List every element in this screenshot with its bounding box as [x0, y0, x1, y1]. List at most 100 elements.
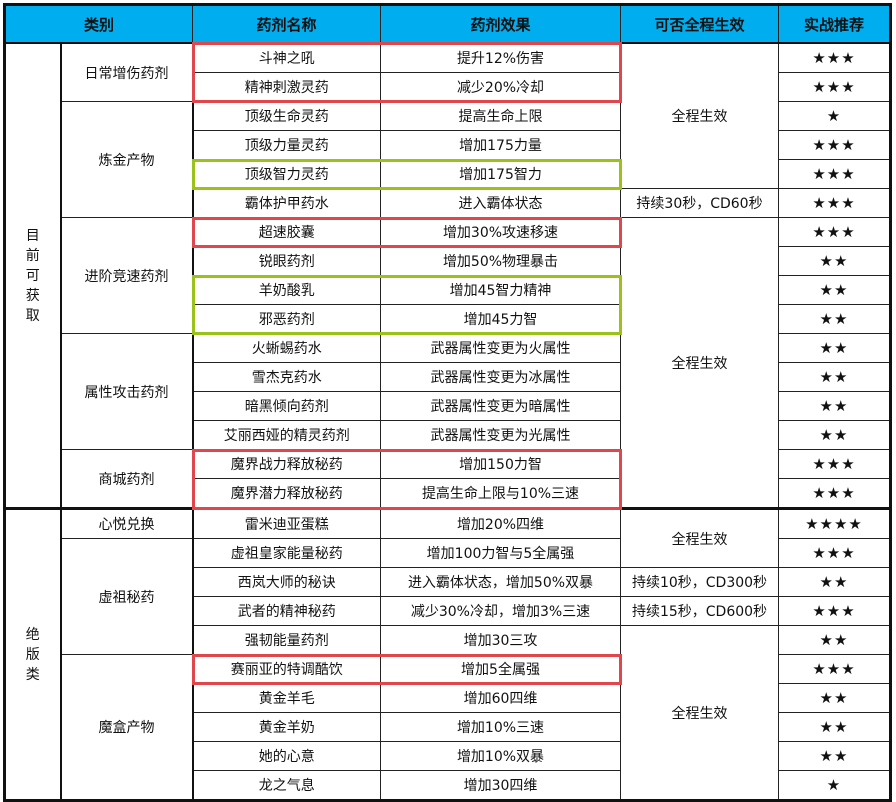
- category-cell: 心悦兑换: [60, 507, 194, 539]
- category-cell: 日常增伤药剂: [60, 42, 194, 102]
- rating-stars: ★★★: [778, 478, 891, 509]
- duration-cell: 持续15秒，CD600秒: [620, 596, 779, 626]
- rating-stars: ★★: [778, 741, 891, 771]
- rating-stars: ★★: [778, 275, 891, 305]
- table-row: 精神刺激灵药 减少20%冷却 ★★★: [5, 72, 891, 102]
- header-duration: 可否全程生效: [620, 4, 779, 44]
- potion-name: 羊奶酸乳: [192, 275, 381, 305]
- potion-name: 虚祖皇家能量秘药: [192, 538, 381, 568]
- table-row: 魔盒产物 赛丽亚的特调酷饮 增加5全属强 ★★★: [5, 654, 891, 801]
- potion-name: 暗黑倾向药剂: [192, 391, 381, 421]
- potion-effect: 提高生命上限: [380, 101, 621, 131]
- table-row: 绝版类 心悦兑换 雷米迪亚蛋糕 增加20%四维 全程生效 ★★★★: [4, 507, 891, 801]
- potion-effect: 武器属性变更为冰属性: [380, 362, 621, 392]
- potion-effect: 增加150力智: [380, 449, 621, 479]
- potion-effect: 增加175力量: [380, 130, 621, 160]
- group-cell: 绝版类: [4, 507, 62, 801]
- potion-name: 龙之气息: [192, 770, 381, 801]
- potion-name: 她的心意: [192, 741, 381, 771]
- potion-effect: 增加10%三速: [380, 712, 621, 742]
- rating-stars: ★★: [778, 304, 891, 334]
- potion-name: 雪杰克药水: [192, 362, 381, 392]
- table-row: 羊奶酸乳 增加45智力精神 ★★: [5, 275, 891, 305]
- table-row: 虚祖秘药 虚祖皇家能量秘药 增加100力智与5全属强 ★★★: [5, 538, 891, 655]
- table-row: 西岚大师的秘诀 进入霸体状态，增加50%双暴 持续10秒，CD300秒 ★★: [5, 567, 891, 597]
- potion-name: 精神刺激灵药: [192, 72, 381, 102]
- rating-stars: ★★: [778, 420, 891, 450]
- potion-name: 顶级生命灵药: [192, 101, 381, 131]
- category-cell: 商城药剂: [60, 449, 194, 509]
- rating-stars: ★★: [778, 625, 891, 655]
- duration-cell: 全程生效: [620, 625, 779, 801]
- table-row: 强韧能量药剂 增加30三攻 全程生效 ★★: [5, 625, 891, 801]
- table-row: 邪恶药剂 增加45力智 ★★: [5, 304, 891, 334]
- table-row: 魔界潜力释放秘药 提高生命上限与10%三速 ★★★: [5, 478, 891, 509]
- header-rating: 实战推荐: [778, 4, 891, 44]
- potion-name: 艾丽西娅的精灵药剂: [192, 420, 381, 450]
- rating-stars: ★★: [778, 246, 891, 276]
- potion-name: 强韧能量药剂: [192, 625, 381, 655]
- potion-effect: 提升12%伤害: [380, 42, 621, 73]
- table-row: 属性攻击药剂 火蜥蜴药水 武器属性变更为火属性 ★★: [5, 333, 891, 450]
- potion-effect: 增加20%四维: [380, 507, 621, 539]
- potion-effect: 增加175智力: [380, 159, 621, 189]
- potion-effect: 增加30三攻: [380, 625, 621, 655]
- rating-stars: ★★★★: [778, 507, 891, 539]
- table-row: 炼金产物 顶级生命灵药 提高生命上限 ★: [5, 101, 891, 218]
- potion-effect: 增加30%攻速移速: [380, 217, 621, 247]
- rating-stars: ★: [778, 101, 891, 131]
- category-cell: 属性攻击药剂: [60, 333, 194, 450]
- group-cell: 目前可获取: [4, 42, 62, 509]
- potion-effect: 增加100力智与5全属强: [380, 538, 621, 568]
- potion-table: 类别 药剂名称 药剂效果 可否全程生效 实战推荐 目前可获取 日常增伤药剂 斗神之吼…: [3, 3, 892, 802]
- duration-cell: 全程生效: [620, 507, 779, 568]
- potion-name: 超速胶囊: [192, 217, 381, 247]
- duration-cell: 持续10秒，CD300秒: [620, 567, 779, 597]
- rating-stars: ★★: [778, 567, 891, 597]
- rating-stars: ★★★: [778, 72, 891, 102]
- potion-name: 霸体护甲药水: [192, 188, 381, 218]
- header-name: 药剂名称: [192, 4, 381, 44]
- potion-name: 锐眼药剂: [192, 246, 381, 276]
- duration-cell: 全程生效: [620, 217, 779, 509]
- potion-effect: 进入霸体状态，增加50%双暴: [380, 567, 621, 597]
- rating-stars: ★★★: [778, 596, 891, 626]
- group-label: 目前可获取: [25, 227, 40, 324]
- potion-name: 西岚大师的秘诀: [192, 567, 381, 597]
- potion-effect: 减少30%冷却，增加3%三速: [380, 596, 621, 626]
- rating-stars: ★★★: [778, 42, 891, 73]
- potion-effect: 进入霸体状态: [380, 188, 621, 218]
- potion-effect: 武器属性变更为暗属性: [380, 391, 621, 421]
- rating-stars: ★★★: [778, 449, 891, 479]
- category-cell: 虚祖秘药: [60, 538, 194, 655]
- potion-name: 魔界战力释放秘药: [192, 449, 381, 479]
- potion-name: 邪恶药剂: [192, 304, 381, 334]
- table-row: 她的心意 增加10%双暴 ★★: [5, 741, 891, 771]
- category-cell: 炼金产物: [60, 101, 194, 218]
- potion-effect: 增加10%双暴: [380, 741, 621, 771]
- potion-name: 雷米迪亚蛋糕: [192, 507, 381, 539]
- potion-effect: 增加50%物理暴击: [380, 246, 621, 276]
- rating-stars: ★★: [778, 712, 891, 742]
- rating-stars: ★★★: [778, 217, 891, 247]
- rating-stars: ★: [778, 770, 891, 801]
- potion-effect: 增加45智力精神: [380, 275, 621, 305]
- potion-effect: 增加5全属强: [380, 654, 621, 684]
- potion-effect: 减少20%冷却: [380, 72, 621, 102]
- category-cell: 进阶竞速药剂: [60, 217, 194, 334]
- rating-stars: ★★★: [778, 188, 891, 218]
- rating-stars: ★★: [778, 391, 891, 421]
- rating-stars: ★★: [778, 362, 891, 392]
- duration-cell: 持续30秒，CD60秒: [620, 188, 779, 218]
- potion-effect: 增加45力智: [380, 304, 621, 334]
- potion-effect: 武器属性变更为火属性: [380, 333, 621, 363]
- potion-name: 魔界潜力释放秘药: [192, 478, 381, 509]
- potion-name: 火蜥蜴药水: [192, 333, 381, 363]
- rating-stars: ★★: [778, 683, 891, 713]
- potion-name: 武者的精神秘药: [192, 596, 381, 626]
- duration-cell: 全程生效: [620, 42, 779, 189]
- rating-stars: ★★★: [778, 159, 891, 189]
- header-effect: 药剂效果: [380, 4, 621, 44]
- table-row: 龙之气息 增加30四维 ★: [5, 770, 891, 801]
- potion-name: 赛丽亚的特调酷饮: [192, 654, 381, 684]
